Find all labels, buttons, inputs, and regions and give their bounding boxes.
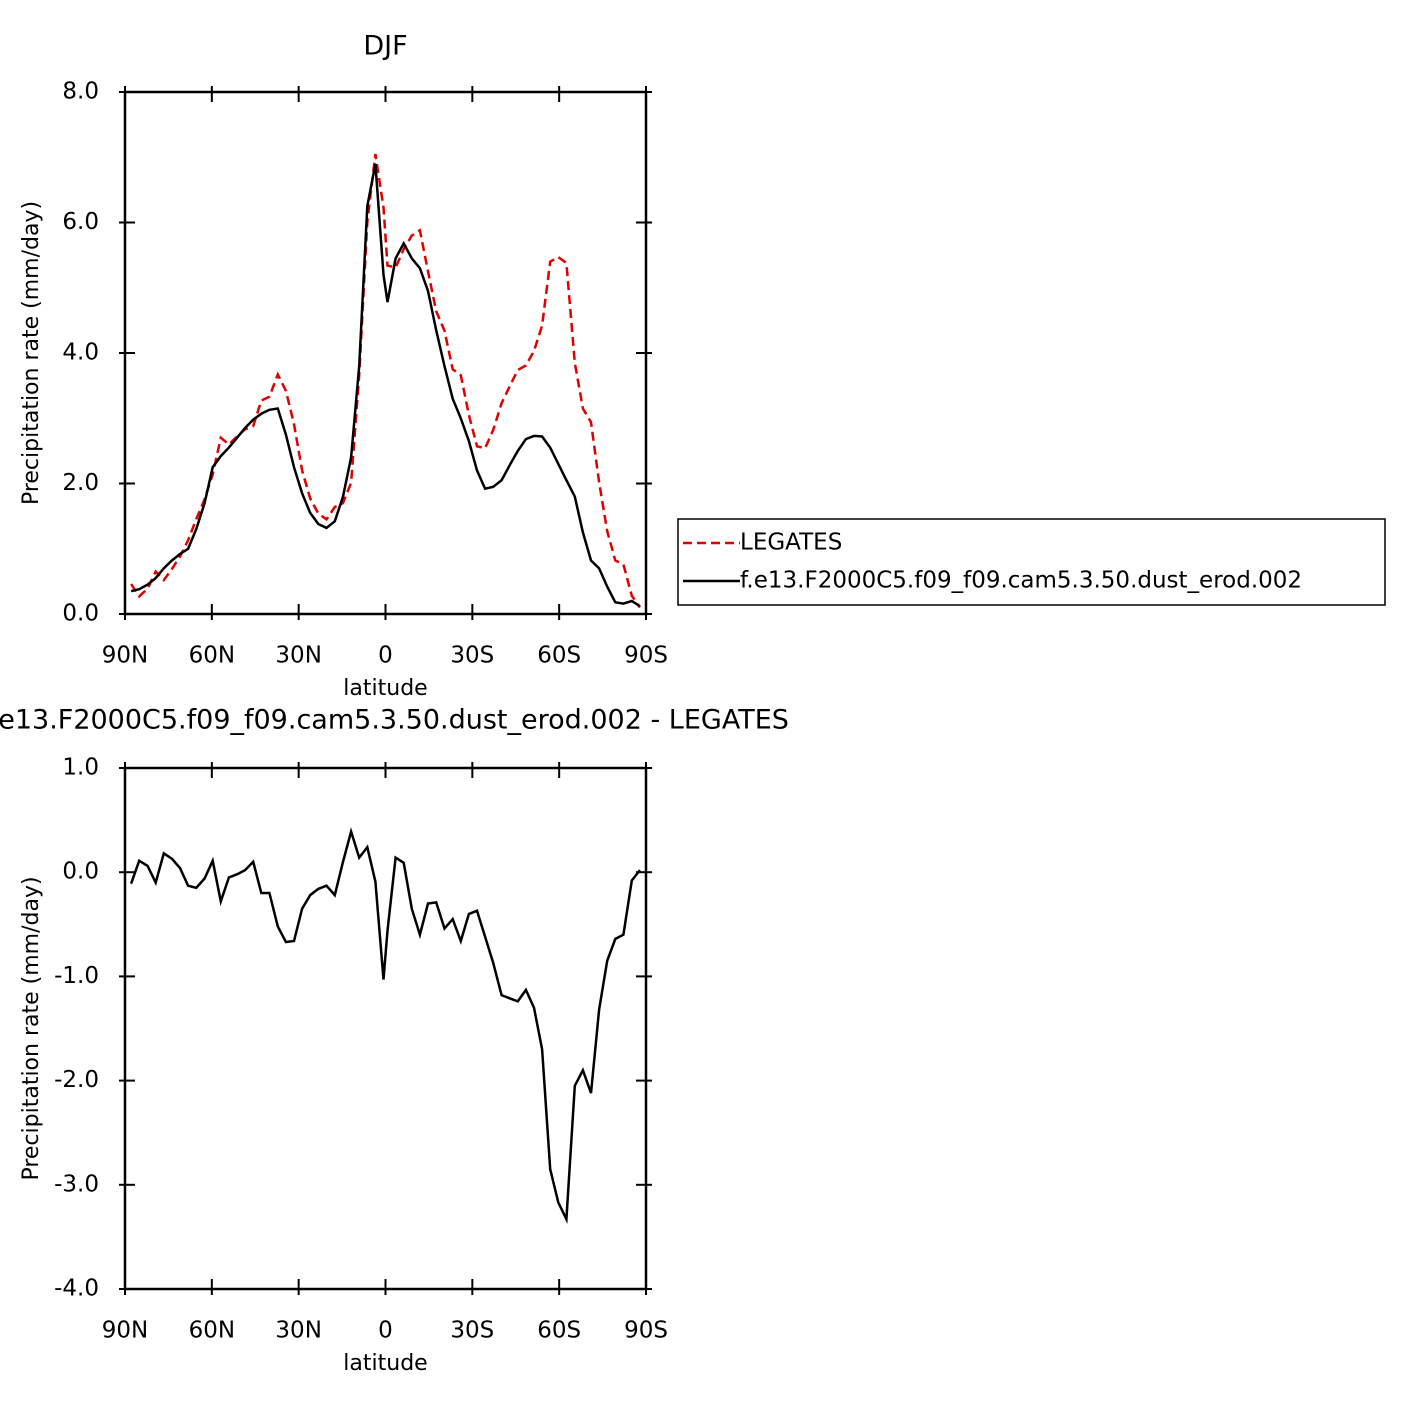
chart-panel: f.e13.F2000C5.f09_f09.cam5.3.50.dust_ero…: [0, 705, 789, 1377]
x-tick-label: 90S: [624, 1318, 668, 1344]
x-tick-label: 0: [378, 643, 393, 669]
data-line: [129, 827, 641, 1225]
y-tick-label: -4.0: [54, 1276, 99, 1302]
legend-label: f.e13.F2000C5.f09_f09.cam5.3.50.dust_ero…: [740, 568, 1302, 594]
x-tick-label: 30N: [275, 643, 321, 669]
y-tick-label: 4.0: [62, 340, 99, 366]
plot-frame: [123, 90, 648, 616]
y-tick-label: 6.0: [62, 209, 99, 235]
legend-box: [677, 518, 1386, 606]
chart-title: f.e13.F2000C5.f09_f09.cam5.3.50.dust_ero…: [0, 705, 789, 736]
y-tick-label: 0.0: [62, 601, 99, 627]
y-tick-label: 1.0: [62, 755, 99, 781]
legend-label: LEGATES: [740, 530, 842, 556]
y-tick-label: -1.0: [54, 963, 99, 989]
x-tick-label: 90N: [102, 643, 148, 669]
x-tick-label: 0: [378, 1318, 393, 1344]
x-tick-label: 60N: [189, 1318, 235, 1344]
x-axis-label: latitude: [343, 676, 427, 701]
y-tick-label: 0.0: [62, 859, 99, 885]
x-tick-label: 60S: [537, 1318, 581, 1344]
chart-title: DJF: [363, 31, 407, 62]
y-tick-label: -2.0: [54, 1067, 99, 1093]
y-tick-label: -3.0: [54, 1171, 99, 1197]
x-tick-label: 60N: [189, 643, 235, 669]
y-tick-label: 8.0: [62, 79, 99, 105]
y-tick-label: 2.0: [62, 470, 99, 496]
x-tick-label: 30N: [275, 1318, 321, 1344]
x-tick-label: 60S: [537, 643, 581, 669]
x-tick-label: 90S: [624, 643, 668, 669]
x-tick-label: 30S: [450, 643, 494, 669]
y-axis-label: Precipitation rate (mm/day): [19, 876, 44, 1180]
x-tick-label: 90N: [102, 1318, 148, 1344]
x-tick-label: 30S: [450, 1318, 494, 1344]
x-axis-label: latitude: [343, 1351, 427, 1376]
chart-panel: DJF latitude Precipitation rate (mm/day) 90…: [19, 31, 668, 702]
data-line: [130, 153, 641, 609]
data-line: [130, 163, 641, 608]
legend: LEGATES f.e13.F2000C5.f09_f09.cam5.3.50.d…: [677, 518, 1386, 606]
plot-frame: [123, 766, 648, 1291]
y-axis-label: Precipitation rate (mm/day): [19, 201, 44, 505]
